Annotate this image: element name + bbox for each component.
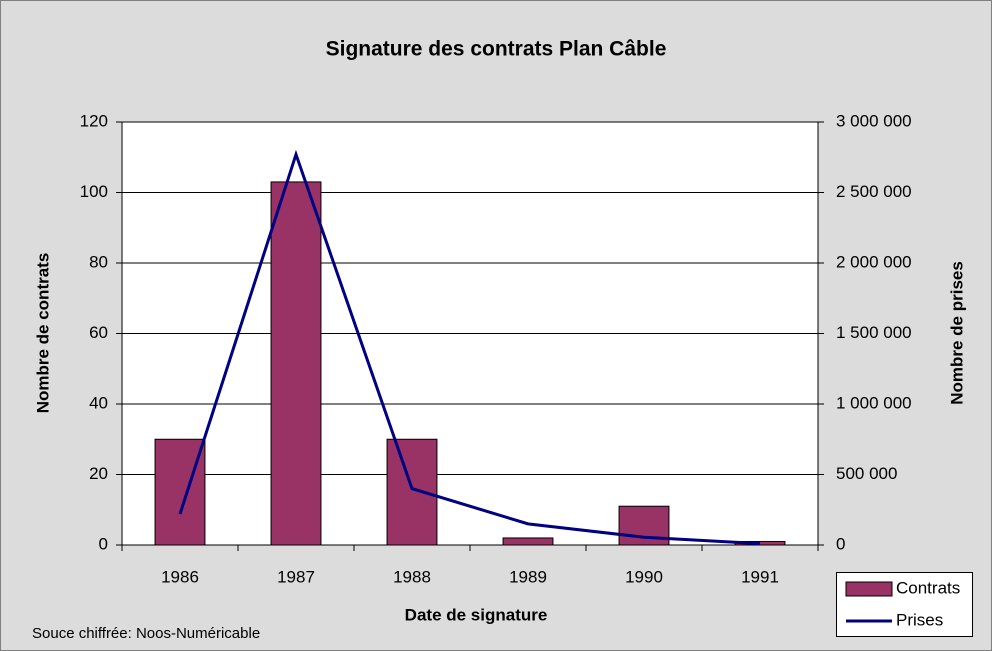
bar: [270, 181, 322, 546]
y2-tick-label: 0: [836, 534, 845, 553]
legend-swatch: [845, 581, 893, 597]
y2-tick-label: 1 000 000: [836, 393, 912, 412]
bar: [154, 438, 206, 546]
line: [178, 149, 761, 546]
x-tick-label: 1990: [625, 567, 663, 586]
y2-tick-label: 1 500 000: [836, 323, 912, 342]
y2-tick-label: 2 500 000: [836, 182, 912, 201]
legend-label: Contrats: [896, 578, 960, 597]
y2-axis-label: Nombre de prises: [947, 261, 966, 405]
x-tick-label: 1987: [277, 567, 315, 586]
y-tick-label: 80: [89, 252, 108, 271]
x-tick-label: 1989: [509, 567, 547, 586]
x-tick-label: 1988: [393, 567, 431, 586]
chart-title: Signature des contrats Plan Câble: [326, 38, 667, 61]
y2-tick-label: 500 000: [836, 464, 897, 483]
y-tick-label: 0: [99, 534, 108, 553]
y-tick-label: 20: [89, 464, 108, 483]
y-tick-label: 40: [89, 393, 108, 412]
y2-tick-label: 3 000 000: [836, 111, 912, 130]
x-tick-label: 1991: [741, 567, 779, 586]
y-tick-label: 120: [80, 111, 108, 130]
y-axis-label: Nombre de contrats: [33, 253, 52, 414]
legend-label: Prises: [896, 610, 943, 629]
bar: [502, 537, 554, 546]
y-tick-label: 100: [80, 182, 108, 201]
source-note: Souce chiffrée: Noos-Numéricable: [32, 625, 260, 642]
y-tick-label: 60: [89, 323, 108, 342]
x-axis-label: Date de signature: [405, 605, 548, 624]
y2-tick-label: 2 000 000: [836, 252, 912, 271]
x-tick-label: 1986: [161, 567, 199, 586]
bar: [386, 438, 438, 546]
